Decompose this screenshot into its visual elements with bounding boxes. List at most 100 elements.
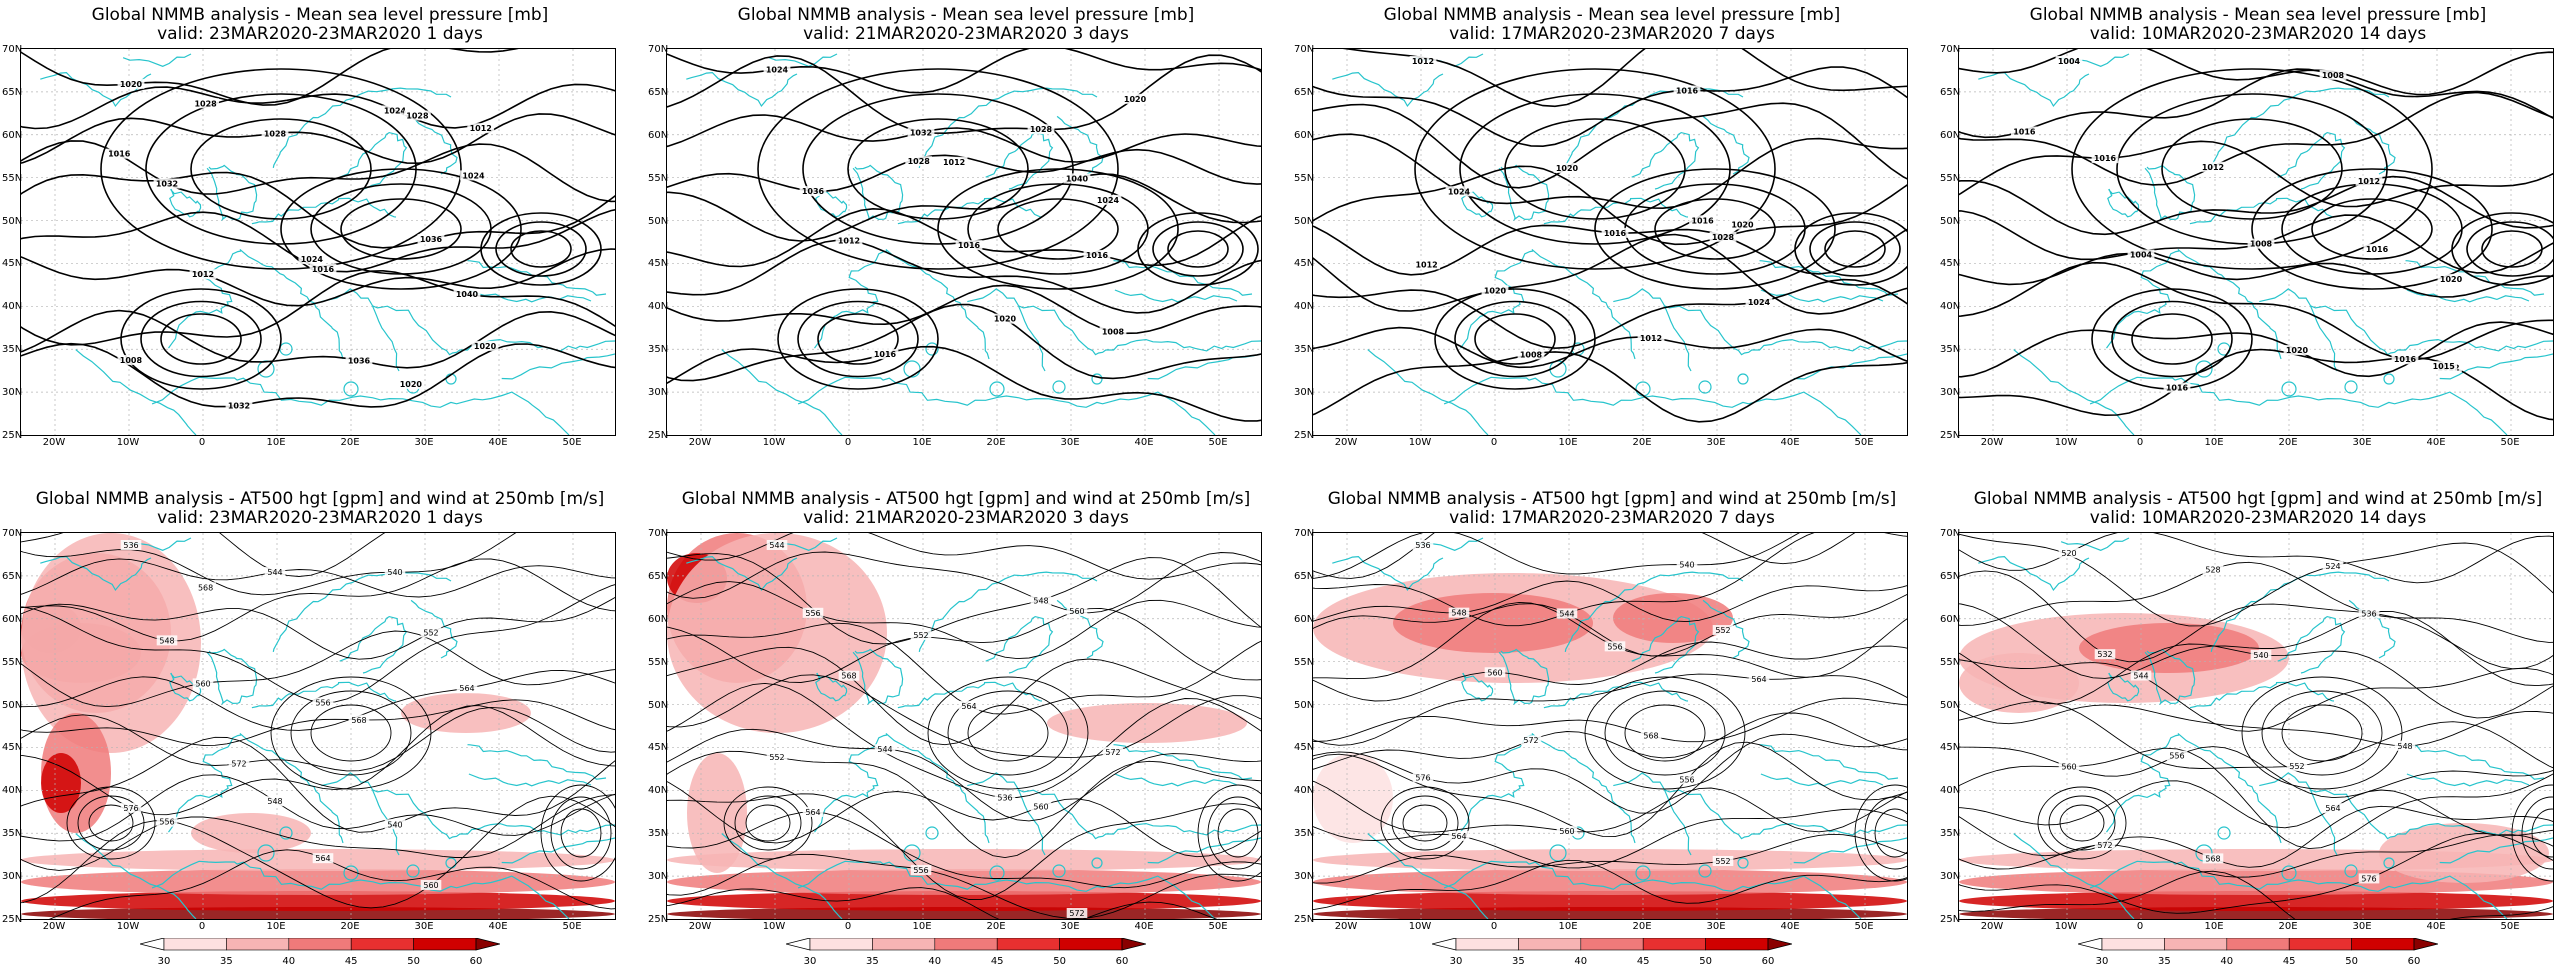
closed-isoline	[927, 676, 1089, 790]
closed-isoline	[847, 118, 1029, 220]
isoline-label-bg	[1556, 608, 1578, 619]
closed-isoline	[1854, 784, 1907, 882]
island-outline	[2217, 826, 2231, 840]
lat-tick-label: 25N	[648, 430, 669, 441]
closed-isoline	[1434, 288, 1596, 390]
isoline-label: 1024	[1448, 187, 1471, 196]
isoline-label: 564	[1451, 832, 1466, 841]
coastline-segment	[468, 773, 592, 787]
coastline-segment	[2189, 681, 2335, 709]
isoline-label: 1008	[2322, 71, 2345, 80]
lat-tick-label: 70N	[2, 528, 23, 539]
coastline-segment	[1332, 71, 1444, 108]
lon-tick-label: 10E	[912, 437, 932, 448]
isoline-label: 1015	[2433, 362, 2456, 371]
closed-isoline	[1167, 230, 1229, 268]
lat-tick-label: 25N	[1940, 914, 1961, 925]
coastline-segment	[40, 555, 152, 592]
isoline-label: 544	[267, 568, 282, 577]
closed-isoline	[817, 313, 899, 365]
coastline-segment	[2259, 288, 2338, 372]
coastline-segment	[815, 672, 848, 702]
isoline	[667, 54, 1261, 135]
colorbar-tick-label: 40	[282, 956, 296, 967]
lat-tick-label: 65N	[648, 570, 669, 582]
isoline-label: 544	[1559, 609, 1574, 618]
isoline-label: 552	[423, 629, 438, 638]
coastline-segment	[272, 87, 452, 169]
z500-panel-4: Global NMMB analysis - AT500 hgt [gpm] a…	[1938, 484, 2560, 967]
lon-tick-label: 40E	[2426, 437, 2446, 448]
isoline-label-bg	[2358, 873, 2380, 884]
graticule	[21, 49, 615, 435]
coastline-segment	[1460, 250, 1534, 349]
closed-isoline	[1874, 808, 1907, 858]
colorbar-tick-label: 40	[1574, 956, 1588, 967]
wind-colorbar: 30 35 40 45 50 60	[786, 938, 1146, 968]
coastline-segment	[2106, 734, 2180, 833]
lat-tick-label: 45N	[2, 742, 23, 754]
wind-speed-shading	[1313, 573, 1907, 919]
colorbar-segment	[2351, 938, 2415, 951]
closed-isoline	[2451, 212, 2553, 286]
isoline-labels: 1004 1008 1012 1016 1012 1008 1004 1016 1020 1016…	[2010, 56, 2465, 393]
mslp-panel-2: Global NMMB analysis - Mean sea level pr…	[646, 0, 1286, 460]
lat-tick-label: 40N	[648, 301, 669, 313]
isoline-label: 560	[423, 881, 438, 890]
isoline-label-bg	[2358, 608, 2380, 619]
isoline-label: 568	[1643, 732, 1658, 741]
isoline-label-bg	[940, 156, 968, 167]
isoline	[21, 83, 615, 130]
lat-tick-label: 65N	[1294, 86, 1315, 98]
coastline-segment	[1531, 732, 1636, 844]
lat-tick-label: 35N	[2, 344, 23, 356]
isoline-label-bg	[192, 678, 214, 689]
map-svg: 1012 1016 1020 1024 1028 1016 1020 1024 1012 1008…	[1313, 49, 1907, 435]
coastline-segment	[1113, 744, 1253, 780]
isoline	[1959, 261, 2553, 361]
lat-tick-label: 70N	[1940, 44, 1961, 55]
coastline-segment	[1664, 305, 1907, 356]
lat-tick-label: 40N	[1940, 785, 1961, 797]
map-svg: 1004 1008 1012 1016 1012 1008 1004 1016 1020 1016…	[1959, 49, 2553, 435]
closed-isoline	[160, 313, 242, 365]
isoline-label: 560	[195, 679, 210, 688]
isoline-label-bg	[2202, 564, 2224, 575]
coastline-segment	[1631, 131, 1700, 190]
isoline	[21, 309, 615, 369]
isoline-label-bg	[105, 148, 133, 159]
panel-valid-period: valid: 23MAR2020-23MAR2020 1 days	[157, 24, 483, 44]
coastline-segment	[1147, 353, 1261, 380]
map-svg: 536 540 544 548 552 556 560 564 568 572 576 556 560 5…	[1313, 533, 1907, 919]
isoline-labels: 520 524 528 532 536 540 544 548 552 556 560 564 568 5…	[2058, 547, 2416, 884]
island-outline	[925, 342, 939, 356]
isoline-label: 556	[315, 698, 330, 707]
isoline-label: 572	[231, 759, 246, 768]
panel-valid-period: valid: 17MAR2020-23MAR2020 7 days	[1449, 24, 1775, 44]
isoline-label: 556	[1679, 775, 1694, 784]
isoline	[667, 728, 1261, 822]
lat-tick-label: 35N	[648, 828, 669, 840]
isoline-label: 532	[2097, 650, 2112, 659]
isoline-labels: 1012 1016 1020 1024 1028 1016 1020 1024 1012 1008…	[1409, 56, 1773, 360]
lat-tick-label: 60N	[1940, 613, 1961, 625]
colorbar-segment	[1455, 938, 1519, 951]
isoline	[1313, 102, 1907, 189]
isoline	[1959, 140, 2553, 208]
island-outline	[989, 865, 1005, 881]
isoline-label: 560	[2061, 763, 2076, 772]
isoline-label-bg	[1553, 162, 1581, 173]
closed-isoline	[1864, 796, 1907, 870]
lon-tick-label: 20W	[42, 921, 66, 932]
isoline-label-bg	[1640, 730, 1662, 741]
colorbar-segment	[1059, 938, 1123, 951]
isoline-label: 1040	[456, 290, 479, 299]
wind-shade-area	[667, 849, 1261, 871]
lat-tick-label: 45N	[648, 258, 669, 270]
lat-tick-label: 70N	[1294, 528, 1315, 539]
lat-tick-label: 45N	[1940, 742, 1961, 754]
isoline	[667, 345, 1261, 422]
wind-shade-area	[1313, 753, 1393, 843]
isoline-label: 1008	[1520, 350, 1543, 359]
isoline-labels: 1020102410281032103610161012104010361032…	[105, 78, 499, 411]
